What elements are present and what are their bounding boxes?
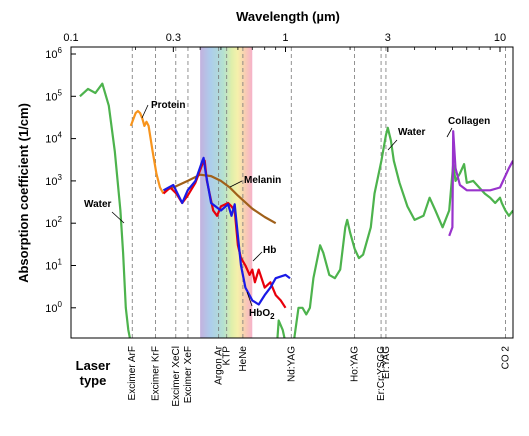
x-tick-label: 0.1 <box>63 32 78 44</box>
series-hb-line <box>162 159 287 309</box>
series-lines <box>79 82 513 338</box>
x-tick-label: 1 <box>282 32 288 44</box>
laser-label: Er:Cr:YSGG <box>376 346 387 401</box>
laser-lines: Excimer ArF Excimer KrF Excimer XeCl Excime… <box>127 47 511 407</box>
annotation-leader <box>141 104 149 119</box>
annotation-leader <box>229 180 243 188</box>
series-melanin-line <box>163 173 277 225</box>
annotation-leader <box>252 251 263 262</box>
y-tick-label: 103 <box>45 173 62 188</box>
plot-frame <box>70 46 514 339</box>
laser-label: Excimer KrF <box>151 346 162 401</box>
axes: 0.1 0.3 1 3 10 106 105 104 103 102 101 100 <box>45 32 506 315</box>
y-tick-label: 102 <box>45 215 62 230</box>
annotation-leader <box>111 211 125 224</box>
laser-type-label-line2: type <box>80 373 107 388</box>
laser-label: Excimer XeCl <box>171 346 182 407</box>
laser-label: Ho:YAG <box>350 346 361 382</box>
y-axis-title: Absorption coefficient (1/cm) <box>16 103 31 283</box>
series-water-line <box>79 82 513 338</box>
x-tick-label: 10 <box>494 32 506 44</box>
x-tick-label: 3 <box>385 32 391 44</box>
y-tick-label: 101 <box>45 258 62 273</box>
annotation-leader <box>446 127 453 138</box>
y-tick-label: 105 <box>45 88 62 103</box>
laser-label: Nd:YAG <box>286 346 297 382</box>
annotations: Protein Melanin Water Water Collagen Hb HbO2 <box>84 100 490 321</box>
laser-label: KTP <box>222 346 233 366</box>
laser-type-label-line1: Laser <box>76 358 111 373</box>
laser-label: Excimer ArF <box>127 346 138 400</box>
annotation-label: Water <box>84 199 112 210</box>
annotation-leader <box>246 291 253 307</box>
series-hbo2-line <box>162 156 291 306</box>
annotation-label: Protein <box>151 100 185 111</box>
x-axis-title: Wavelength (µm) <box>236 9 340 24</box>
laser-label: CO 2 <box>500 346 511 370</box>
annotation-label: Hb <box>263 245 276 256</box>
laser-label: Argon Ar <box>214 345 225 385</box>
annotation-label: Melanin <box>244 175 281 186</box>
annotation-label: HbO2 <box>249 308 275 321</box>
y-tick-label: 100 <box>45 300 62 315</box>
laser-label: Excimer XeF <box>183 346 194 403</box>
annotation-label: Water <box>398 127 426 138</box>
laser-label: Er:YAG <box>381 346 392 379</box>
y-tick-label: 106 <box>45 46 62 61</box>
annotation-leader <box>387 139 398 151</box>
series-collagen-line <box>448 130 513 237</box>
visible-spectrum-band <box>200 47 253 338</box>
y-tick-label: 104 <box>45 131 62 146</box>
x-tick-label: 0.3 <box>166 32 181 44</box>
series-protein-line <box>129 109 165 195</box>
laser-label: HeNe <box>238 346 249 372</box>
annotation-label: Collagen <box>448 116 490 127</box>
